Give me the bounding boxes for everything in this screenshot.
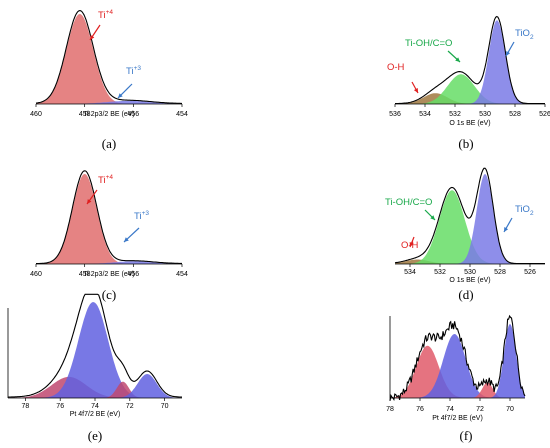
panel-e: 78 76 74 72 70 Pt 4f7/2 BE (eV) (e) — [7, 293, 182, 443]
envelope-line-b — [395, 15, 545, 105]
panel-label-b: (b) — [458, 136, 473, 151]
x-tick-label-b-3: 530 — [479, 111, 491, 118]
x-tick-label-b-5: 526 — [539, 111, 550, 118]
peak-area-e-0-0 — [8, 376, 182, 398]
annotation-arrowhead-b-2 — [506, 51, 511, 56]
peak-area-a-0-0 — [36, 14, 182, 104]
peak-area-f-2-0 — [390, 382, 525, 398]
envelope-line-d — [394, 167, 545, 265]
annotation-d-0: O-H — [401, 240, 419, 251]
x-tick-label-a-0: 460 — [30, 111, 42, 118]
x-tick-label-f-4: 70 — [506, 406, 514, 413]
annotation-c-0: Ti+4 — [98, 174, 113, 186]
x-tick-label-f-1: 76 — [416, 406, 424, 413]
x-tick-label-d-3: 528 — [494, 269, 506, 276]
x-tick-label-e-3: 72 — [126, 403, 134, 410]
x-tick-label-a-3: 454 — [176, 111, 188, 118]
x-tick-label-d-4: 526 — [524, 269, 536, 276]
annotation-arrowhead-b-0 — [413, 88, 418, 93]
envelope-line-c — [36, 170, 182, 265]
peak-area-a-1-0 — [36, 100, 182, 104]
panel-b: 536 534 532 530 528 526 O 1s BE (eV) (b) O-H Ti-O… — [387, 15, 550, 151]
x-axis-label-d: O 1s BE (eV) — [449, 277, 490, 284]
x-axis-label-e: Pt 4f7/2 BE (eV) — [70, 411, 121, 418]
peak-area-c-1-0 — [36, 261, 182, 264]
x-axis-label-c: Ti 2p3/2 BE (eV) — [83, 271, 135, 278]
annotation-arrowhead-c-0 — [87, 199, 92, 204]
annotation-arrowhead-d-0 — [409, 242, 414, 247]
x-tick-label-a-2: 456 — [127, 111, 139, 118]
x-tick-label-e-0: 78 — [22, 403, 30, 410]
annotation-arrowhead-d-2 — [504, 227, 509, 232]
x-tick-label-e-2: 74 — [91, 403, 99, 410]
x-tick-label-b-2: 532 — [449, 111, 461, 118]
annotation-a-0: Ti+4 — [98, 9, 113, 21]
x-axis-label-b: O 1s BE (eV) — [449, 120, 490, 127]
x-tick-label-c-2: 456 — [127, 271, 139, 278]
x-tick-label-f-3: 72 — [476, 406, 484, 413]
annotation-arrowhead-c-1 — [124, 237, 129, 242]
x-tick-label-a-1: 458 — [79, 111, 91, 118]
annotation-arrowhead-b-1 — [455, 57, 460, 62]
annotation-arrowhead-a-1 — [118, 93, 123, 98]
envelope-line-a — [35, 10, 182, 104]
panel-label-c: (c) — [102, 287, 116, 302]
peak-area-e-1-0 — [8, 302, 182, 398]
panel-f: 78 76 74 72 70 Pt 4f7/2 BE (eV) (f) — [386, 314, 526, 443]
x-tick-label-f-0: 78 — [386, 406, 394, 413]
envelope-line-e — [8, 293, 182, 398]
annotation-d-1: Ti-OH/C=O — [385, 197, 432, 208]
x-tick-label-e-4: 70 — [161, 403, 169, 410]
peak-area-f-0-0 — [390, 345, 525, 398]
x-tick-label-c-1: 458 — [79, 271, 91, 278]
x-tick-label-d-0: 534 — [404, 269, 416, 276]
x-tick-label-e-1: 76 — [56, 403, 64, 410]
annotation-d-2: TiO2 — [515, 204, 534, 217]
annotation-c-1: Ti+3 — [134, 210, 149, 222]
x-tick-label-c-3: 454 — [176, 271, 188, 278]
annotation-b-1: Ti-OH/C=O — [405, 38, 452, 49]
x-tick-label-b-4: 528 — [509, 111, 521, 118]
x-tick-label-c-0: 460 — [30, 271, 42, 278]
annotation-arrowhead-a-0 — [90, 35, 95, 40]
x-tick-label-f-2: 74 — [446, 406, 454, 413]
annotation-arrowhead-d-1 — [430, 215, 435, 220]
peak-area-c-0-0 — [36, 174, 182, 264]
x-tick-label-d-2: 530 — [464, 269, 476, 276]
peak-area-b-2-0 — [395, 20, 545, 104]
annotation-a-1: Ti+3 — [126, 65, 141, 77]
annotation-b-2: TiO2 — [515, 28, 534, 41]
peak-area-b-1-0 — [395, 74, 545, 104]
panel-label-d: (d) — [458, 287, 473, 302]
x-tick-label-b-0: 536 — [389, 111, 401, 118]
x-axis-label-a: Ti 2p3/2 BE (eV) — [83, 111, 135, 118]
peak-area-f-1-0 — [390, 334, 525, 398]
panel-c: 460 458 456 454 Ti 2p3/2 BE (eV) (c) Ti+4 Ti+3 — [30, 170, 188, 302]
panel-label-a: (a) — [102, 136, 116, 151]
panel-label-f: (f) — [460, 428, 473, 443]
annotation-b-0: O-H — [387, 62, 405, 73]
panel-d: 534 532 530 528 526 O 1s BE (eV) (d) O-H Ti-OH/C… — [385, 167, 545, 302]
x-tick-label-b-1: 534 — [419, 111, 431, 118]
panel-a: 460 458 456 454 Ti 2p3/2 BE (eV) (a) Ti+4 Ti+3 — [30, 9, 188, 151]
x-axis-label-f: Pt 4f7/2 BE (eV) — [432, 415, 483, 422]
peak-area-e-3-0 — [8, 374, 182, 398]
peak-area-f-3-0 — [390, 324, 525, 398]
x-tick-label-d-1: 532 — [434, 269, 446, 276]
panel-label-e: (e) — [88, 428, 102, 443]
envelope-line-f — [389, 314, 526, 402]
peak-area-d-1-0 — [395, 190, 545, 264]
